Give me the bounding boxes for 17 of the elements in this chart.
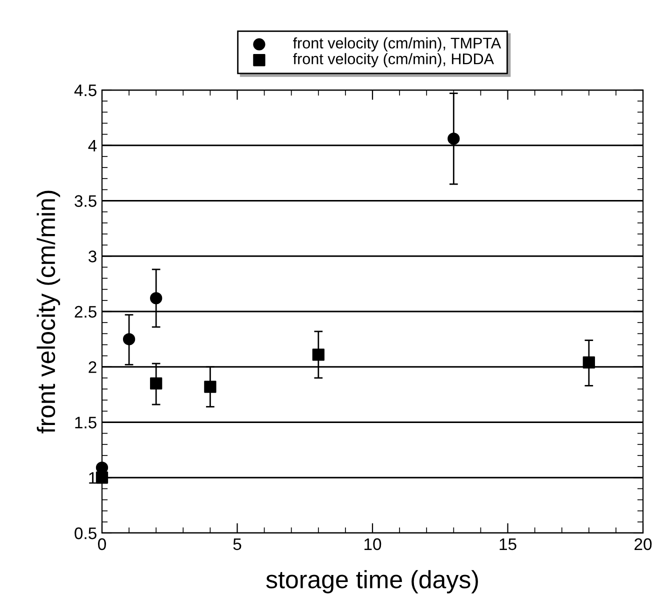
y-tick-label: 4.5 [74,84,96,96]
x-tick-label: 15 [500,538,516,550]
x-tick-label: 10 [364,538,382,550]
y-tick-label: 2 [88,361,96,373]
y-tick-label: 4 [88,140,97,152]
x-tick-label: 20 [634,538,652,550]
legend-label: front velocity (cm/min), TMPTA [293,37,502,52]
y-tick-label: 3 [88,250,96,262]
legend-label: front velocity (cm/min), HDDA [293,53,494,68]
y-tick-label: 3.5 [74,195,96,207]
x-tick-label: 5 [233,538,242,550]
y-tick-label: 1.5 [75,416,96,428]
y-tick-label: 2.5 [74,306,96,318]
y-tick-label: 0.5 [74,527,96,540]
x-tick-label: 0 [98,538,106,550]
y-axis-title: front velocity (cm/min) [36,190,60,434]
x-axis-title: storage time (days) [266,570,478,594]
